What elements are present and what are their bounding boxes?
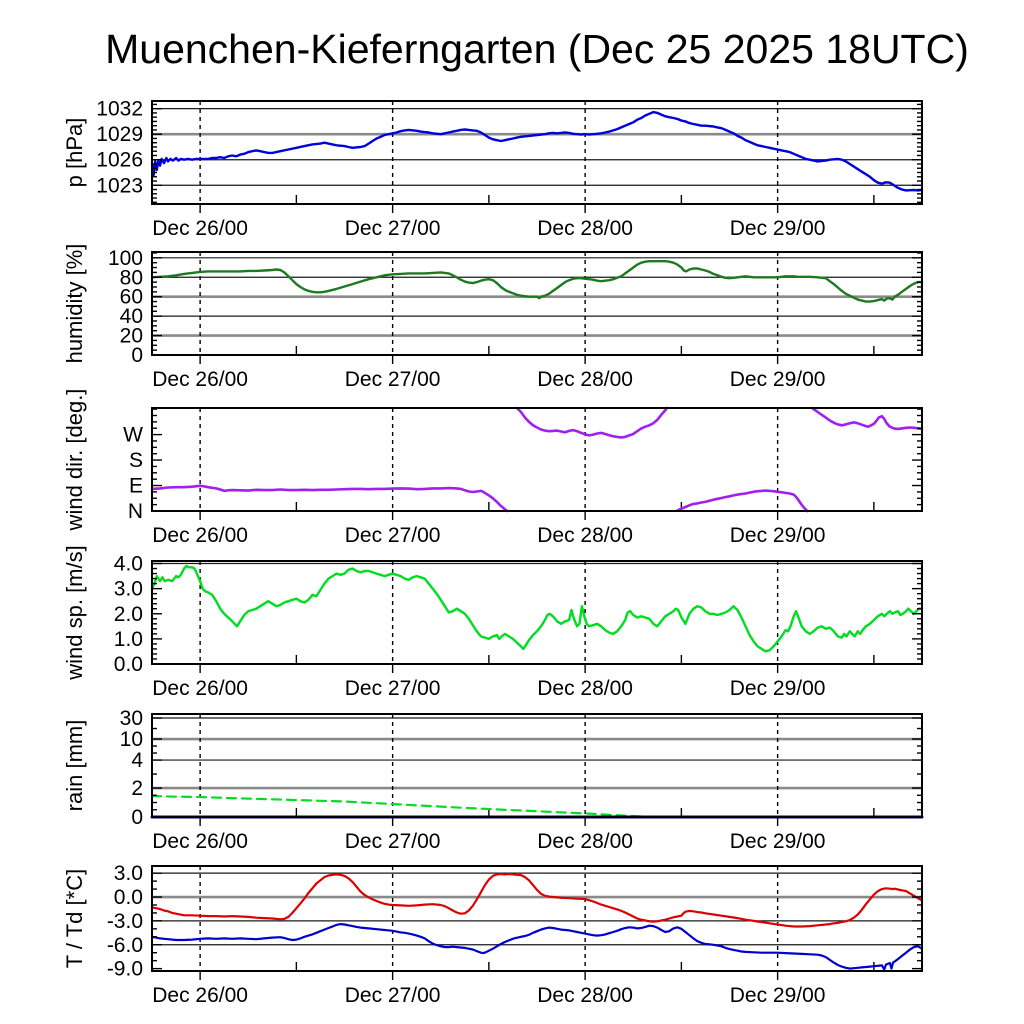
y-tick-label: 30	[120, 707, 143, 730]
panel-wind-speed: 0.01.02.03.04.0 wind sp. [m/s] Dec 26/00 De…	[62, 545, 924, 700]
x-tick-label: Dec 29/00	[730, 217, 826, 240]
y-axis-label: wind sp. [m/s]	[62, 545, 87, 680]
x-tick-label: Dec 26/00	[152, 677, 248, 700]
wind_dir-series	[515, 406, 669, 439]
x-tick-label: Dec 26/00	[152, 217, 248, 240]
y-tick-label: 0.0	[114, 886, 143, 909]
y-axis-label: wind dir. [deg.]	[62, 389, 87, 532]
y-tick-label: 80	[120, 266, 143, 289]
y-tick-label: 0	[131, 806, 143, 829]
y-tick-label: 40	[120, 305, 143, 328]
x-tick-label: Dec 27/00	[345, 217, 441, 240]
x-tick-label: Dec 26/00	[152, 830, 248, 853]
y-tick-label: 0.0	[114, 653, 143, 676]
panel-border	[151, 407, 923, 512]
y-tick-label: 1029	[96, 123, 143, 146]
x-tick-label: Dec 29/00	[730, 677, 826, 700]
y-tick-label: 1.0	[114, 628, 143, 651]
y-tick-label: 4	[131, 749, 143, 772]
wind_dir-series	[150, 484, 509, 513]
x-tick-label: Dec 29/00	[730, 830, 826, 853]
y-tick-label: 1023	[96, 174, 143, 197]
y-tick-label: 100	[108, 247, 143, 270]
y-tick-label: 2.0	[114, 603, 143, 626]
wind_dir-series	[810, 406, 924, 431]
panel-temperature: -9.0-6.0-3.00.03.0 T / Td [*C] Dec 26/00 De…	[62, 862, 924, 1007]
x-tick-label: Dec 28/00	[537, 368, 633, 391]
y-tick-label: W	[123, 424, 143, 447]
y-tick-label: 4.0	[114, 553, 143, 576]
wind_dir-series	[676, 489, 809, 513]
y-axis-label: humidity [%]	[62, 244, 87, 364]
y-axis-label: rain [mm]	[62, 720, 87, 812]
x-tick-label: Dec 26/00	[152, 368, 248, 391]
x-tick-label: Dec 29/00	[730, 368, 826, 391]
x-tick-label: Dec 26/00	[152, 984, 248, 1007]
page-title: Muenchen-Kieferngarten (Dec 25 2025 18UT…	[105, 26, 969, 72]
y-axis-label: p [hPa]	[62, 118, 87, 188]
panel-border	[151, 865, 923, 972]
panel-border	[151, 251, 923, 356]
y-tick-label: -6.0	[107, 934, 143, 957]
x-tick-label: Dec 29/00	[730, 984, 826, 1007]
y-tick-label: E	[129, 475, 143, 498]
y-tick-label: 3.0	[114, 862, 143, 885]
x-tick-label: Dec 27/00	[345, 677, 441, 700]
y-tick-label: 1032	[96, 98, 143, 121]
x-tick-label: Dec 26/00	[152, 524, 248, 547]
wind_speed-series	[150, 564, 924, 653]
y-tick-label: 60	[120, 286, 143, 309]
x-tick-label: Dec 28/00	[537, 217, 633, 240]
humidity-series	[150, 260, 924, 303]
x-tick-label: Dec 27/00	[345, 368, 441, 391]
y-tick-label: 20	[120, 325, 143, 348]
x-tick-label: Dec 27/00	[345, 984, 441, 1007]
x-tick-label: Dec 27/00	[345, 524, 441, 547]
x-tick-label: Dec 28/00	[537, 830, 633, 853]
panel-border	[151, 100, 923, 205]
y-tick-label: 3.0	[114, 578, 143, 601]
y-tick-label: 2	[131, 777, 143, 800]
x-tick-label: Dec 29/00	[730, 524, 826, 547]
Td-series	[150, 923, 924, 971]
y-tick-label: -3.0	[107, 910, 143, 933]
y-tick-label: -9.0	[107, 958, 143, 981]
x-tick-label: Dec 28/00	[537, 984, 633, 1007]
x-tick-label: Dec 28/00	[537, 677, 633, 700]
rain_accum-series	[150, 794, 924, 819]
y-tick-label: N	[128, 500, 143, 523]
y-axis-label: T / Td [*C]	[62, 869, 87, 968]
y-tick-label: S	[129, 449, 143, 472]
T-series	[150, 872, 924, 928]
p-series	[150, 110, 924, 192]
panel-border	[151, 560, 923, 665]
y-tick-label: 1026	[96, 149, 143, 172]
panel-border	[151, 713, 923, 818]
y-tick-label: 10	[120, 728, 143, 751]
x-tick-label: Dec 28/00	[537, 524, 633, 547]
y-tick-label: 0	[131, 344, 143, 367]
x-tick-label: Dec 27/00	[345, 830, 441, 853]
